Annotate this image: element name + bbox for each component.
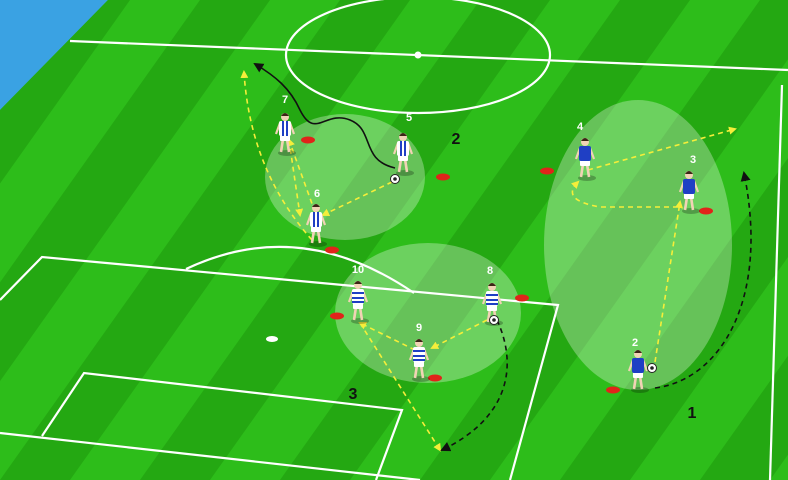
grass-stripe xyxy=(140,0,550,480)
player-number-8: 8 xyxy=(487,265,493,277)
pass-line-9-to-10 xyxy=(358,322,416,351)
pass-line-4-forward xyxy=(587,126,737,171)
run-line-8 xyxy=(440,319,508,452)
player-number-6: 6 xyxy=(314,188,320,200)
grass-stripe xyxy=(0,0,270,480)
player-number-3: 3 xyxy=(690,154,696,166)
cone xyxy=(330,312,344,320)
grass-stripe xyxy=(280,0,690,480)
grass-stripe xyxy=(560,0,788,480)
cone xyxy=(540,167,554,175)
dribble-line-5 xyxy=(253,62,396,169)
player-number-9: 9 xyxy=(416,322,422,334)
penalty-arc xyxy=(185,245,415,294)
cone xyxy=(515,294,529,302)
player-number-5: 5 xyxy=(406,112,412,124)
ball-icon xyxy=(489,315,499,325)
zone-area-1 xyxy=(544,100,732,390)
penalty-spot xyxy=(266,336,278,342)
player-number-10: 10 xyxy=(352,264,364,276)
grass-stripe xyxy=(420,0,788,480)
pass-line-7-to-6 xyxy=(288,139,304,217)
goal-area xyxy=(41,371,404,480)
player-7-figure xyxy=(274,113,296,156)
cone xyxy=(606,386,620,394)
cone xyxy=(428,374,442,382)
player-3-figure xyxy=(678,171,700,214)
halfway-line xyxy=(69,39,788,72)
zone-area-2 xyxy=(265,114,425,240)
player-4-figure xyxy=(574,138,596,181)
pass-line-10-forward xyxy=(359,322,442,452)
pass-line-3-to-4 xyxy=(570,180,678,208)
player-number-4: 4 xyxy=(577,121,584,133)
cone xyxy=(699,207,713,215)
ball-icon xyxy=(647,363,657,373)
touchline xyxy=(768,84,784,480)
cone xyxy=(325,246,339,254)
goal-line xyxy=(0,431,421,480)
player-6-figure xyxy=(305,204,327,247)
ball-icon xyxy=(390,174,400,184)
pass-line-5-to-6 xyxy=(321,181,393,217)
cone xyxy=(301,136,315,144)
player-2-figure xyxy=(627,350,657,393)
zone-label-2: 2 xyxy=(452,131,461,148)
player-9-figure xyxy=(408,339,430,382)
zone-label-1: 1 xyxy=(688,405,697,422)
player-5-figure xyxy=(390,133,414,184)
centre-circle xyxy=(284,0,552,115)
zone-label-3: 3 xyxy=(349,386,358,403)
pass-line-8-to-9 xyxy=(430,319,488,349)
players xyxy=(274,113,700,393)
cone xyxy=(436,173,450,181)
centre-spot xyxy=(414,51,422,59)
player-10-figure xyxy=(347,281,369,324)
pass-line-6-to-7 xyxy=(287,138,316,213)
penalty-area xyxy=(0,255,560,480)
player-8-figure xyxy=(481,283,503,326)
run-line-6-forward xyxy=(240,70,313,241)
player-number-2: 2 xyxy=(632,337,638,349)
player-number-7: 7 xyxy=(282,94,288,106)
cones xyxy=(301,136,713,394)
grass-stripe xyxy=(0,0,130,480)
zone-area-3 xyxy=(335,243,521,383)
